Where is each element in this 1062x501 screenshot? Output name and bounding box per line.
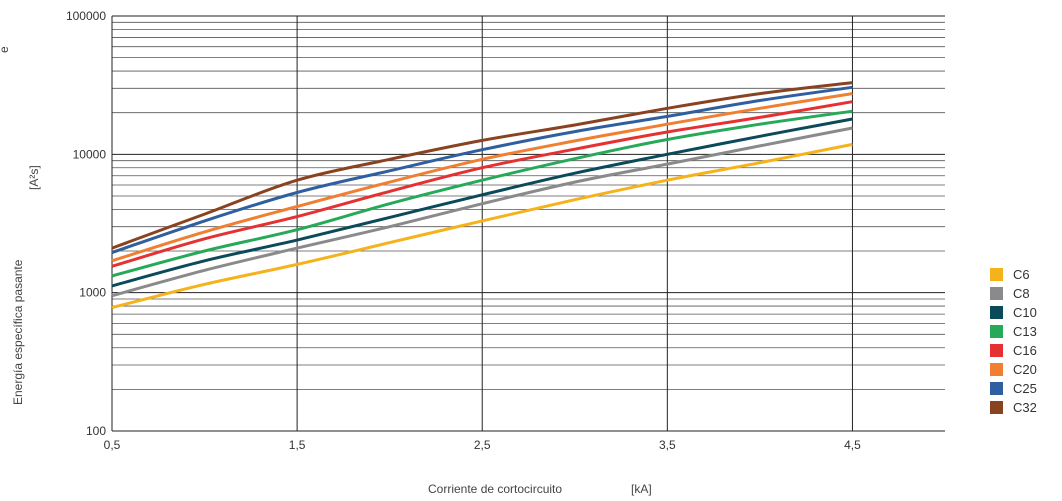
y-axis-cut-label: e [0, 46, 11, 53]
legend-label: C6 [1013, 267, 1030, 282]
legend-item-c20: C20 [990, 360, 1060, 379]
legend-item-c16: C16 [990, 341, 1060, 360]
tick-labels: 0,5 1,5 2,5 3,5 4,5 100 1000 10000 100000 [66, 9, 861, 452]
legend-item-c10: C10 [990, 303, 1060, 322]
y-axis-unit: [A²s] [27, 165, 41, 190]
series-line-c10 [111, 117, 853, 288]
y-axis-title: Energía específica pasante [11, 259, 25, 405]
series-line-c8 [111, 126, 853, 298]
x-axis-unit: [kA] [631, 482, 652, 496]
x-tick-label: 2,5 [474, 438, 491, 452]
legend-label: C10 [1013, 305, 1037, 320]
series-group [111, 81, 853, 310]
legend-label: C8 [1013, 286, 1030, 301]
series-line-c32 [111, 81, 853, 250]
x-tick-label: 1,5 [289, 438, 306, 452]
series-line-c13 [111, 109, 853, 278]
series-line-c25 [111, 85, 853, 254]
legend-swatch [990, 268, 1003, 281]
legend: C6 C8 C10 C13 C16 C20 C25 C32 [990, 265, 1060, 417]
legend-label: C32 [1013, 400, 1037, 415]
legend-item-c32: C32 [990, 398, 1060, 417]
legend-label: C16 [1013, 343, 1037, 358]
y-tick-label: 1000 [79, 286, 106, 300]
y-tick-label: 100 [86, 424, 106, 438]
legend-item-c6: C6 [990, 265, 1060, 284]
x-tick-label: 0,5 [104, 438, 121, 452]
legend-swatch [990, 287, 1003, 300]
y-tick-label: 100000 [66, 9, 106, 23]
legend-label: C20 [1013, 362, 1037, 377]
legend-item-c13: C13 [990, 322, 1060, 341]
legend-label: C25 [1013, 381, 1037, 396]
series-line-c16 [111, 100, 853, 268]
legend-swatch [990, 306, 1003, 319]
legend-item-c8: C8 [990, 284, 1060, 303]
legend-item-c25: C25 [990, 379, 1060, 398]
legend-label: C13 [1013, 324, 1037, 339]
y-tick-label: 10000 [73, 147, 107, 161]
legend-swatch [990, 325, 1003, 338]
x-tick-label: 4,5 [844, 438, 861, 452]
legend-swatch [990, 401, 1003, 414]
legend-swatch [990, 344, 1003, 357]
x-tick-label: 3,5 [659, 438, 676, 452]
x-axis-title: Corriente de cortocircuito [428, 482, 562, 496]
series-line-c20 [111, 92, 853, 263]
legend-swatch [990, 382, 1003, 395]
legend-swatch [990, 363, 1003, 376]
series-line-c6 [111, 142, 853, 310]
